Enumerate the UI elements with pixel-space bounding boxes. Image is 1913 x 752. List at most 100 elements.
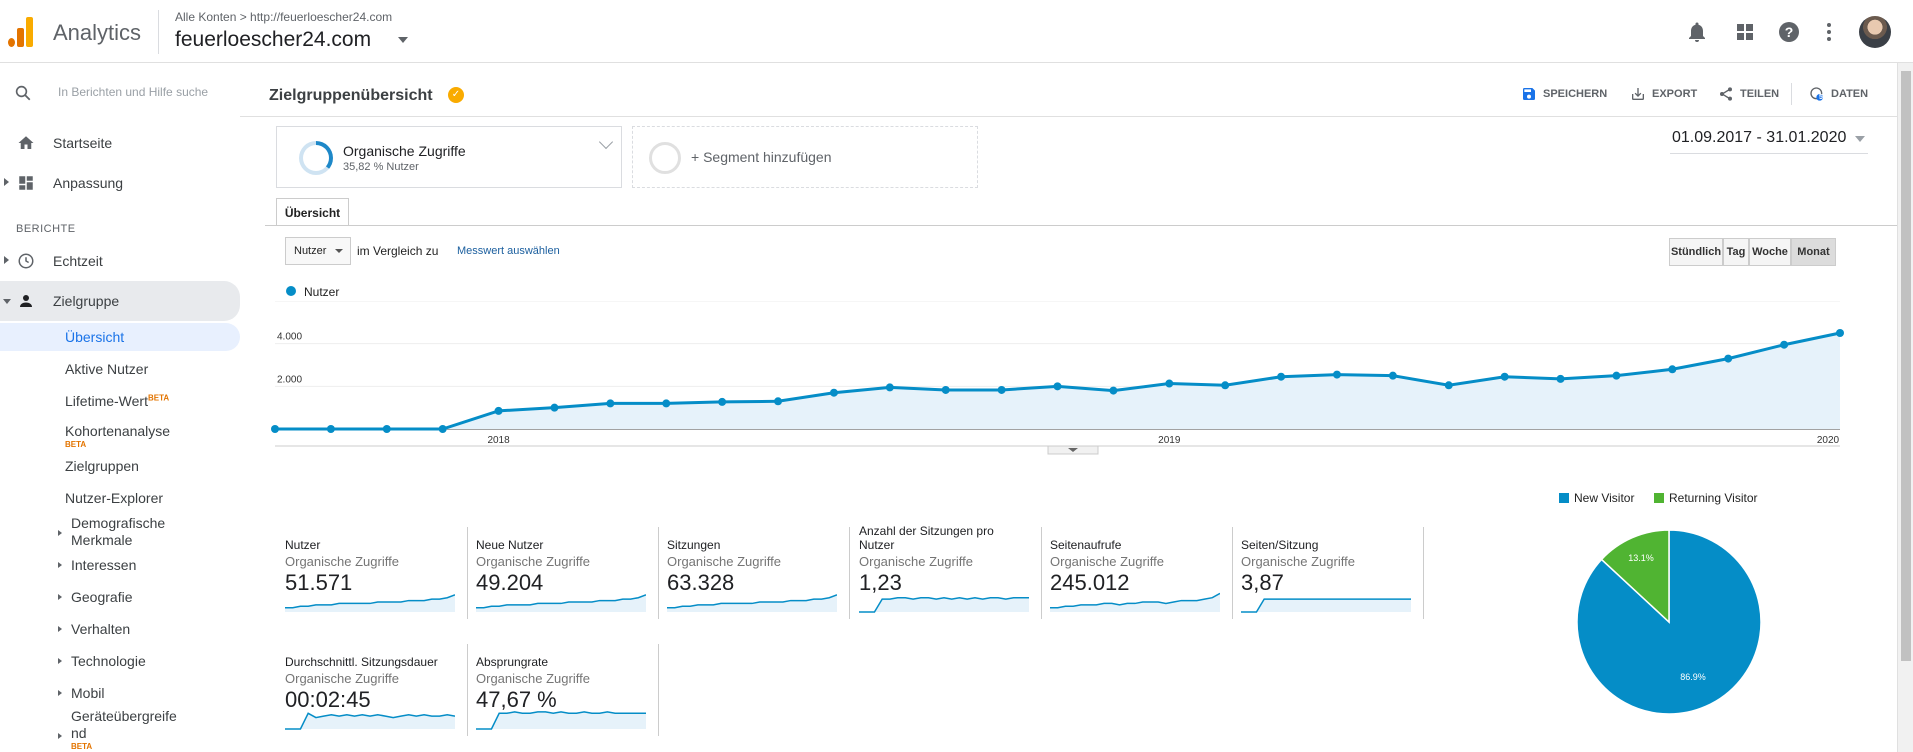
data-point[interactable] <box>271 425 279 433</box>
data-point[interactable] <box>1780 340 1789 349</box>
kpi-title: Nutzer <box>285 538 321 552</box>
data-point[interactable] <box>662 399 671 408</box>
sidebar-item-home[interactable]: Startseite <box>0 128 240 158</box>
save-button[interactable]: SPEICHERN <box>1523 88 1607 100</box>
data-point[interactable] <box>829 388 838 397</box>
granularity-day-button[interactable]: Tag <box>1723 238 1749 266</box>
kpi-title: Seitenaufrufe <box>1050 538 1122 552</box>
bell-icon[interactable] <box>1685 20 1709 44</box>
chevron-down-icon[interactable] <box>1068 448 1078 452</box>
sidebar-item-mobile[interactable]: Mobil <box>0 680 240 706</box>
sidebar-item-cohort-analysis[interactable]: Kohortenanalyse BETA <box>0 419 240 451</box>
sidebar-item-realtime[interactable]: Echtzeit <box>0 246 240 276</box>
help-icon[interactable]: ? <box>1777 20 1801 44</box>
vertical-scrollbar[interactable] <box>1897 63 1913 752</box>
data-point[interactable] <box>1332 370 1341 379</box>
kpi-sparkline <box>667 594 837 612</box>
breadcrumb[interactable]: Alle Konten > http://feuerloescher24.com <box>175 10 393 24</box>
select-metric-link[interactable]: Messwert auswählen <box>457 245 560 257</box>
data-point[interactable] <box>606 399 615 408</box>
kpi-card[interactable]: Seitenaufrufe Organische Zugriffe 245.012 <box>1050 526 1240 620</box>
analytics-logo-icon[interactable] <box>8 17 36 47</box>
expand-arrow-icon <box>58 594 62 600</box>
tab-overview[interactable]: Übersicht <box>276 198 349 226</box>
sidebar-item-label: Lifetime-WertBETA <box>65 393 170 409</box>
share-button[interactable]: TEILEN <box>1720 87 1779 101</box>
more-vert-icon[interactable] <box>1817 20 1841 44</box>
search-field[interactable]: In Berichten und Hilfe suche <box>0 77 240 107</box>
kpi-card[interactable]: Seiten/Sitzung Organische Zugriffe 3,87 <box>1241 526 1431 620</box>
avatar[interactable] <box>1859 16 1891 48</box>
kpi-card[interactable]: Anzahl der Sitzungen pro Nutzer Organisch… <box>859 524 1049 620</box>
sparkline-area <box>285 594 455 612</box>
data-point[interactable] <box>1388 371 1397 380</box>
clock-icon <box>18 253 34 269</box>
data-point[interactable] <box>1612 371 1621 380</box>
granularity-week-button[interactable]: Woche <box>1749 238 1791 266</box>
sidebar-item-geo[interactable]: Geografie <box>0 584 240 610</box>
kpi-value: 00:02:45 <box>285 687 371 712</box>
data-point[interactable] <box>494 406 503 415</box>
sidebar-item-behavior[interactable]: Verhalten <box>0 616 240 642</box>
kpi-card[interactable]: Nutzer Organische Zugriffe 51.571 <box>285 526 475 620</box>
data-point[interactable] <box>326 425 335 433</box>
sidebar-item-interests[interactable]: Interessen <box>0 552 240 578</box>
sidebar-item-demographics[interactable]: Demografische Merkmale <box>0 513 240 549</box>
pie-slice[interactable] <box>1600 529 1670 624</box>
data-point[interactable] <box>1165 379 1174 388</box>
export-button[interactable]: EXPORT <box>1632 88 1697 100</box>
data-point[interactable] <box>1556 374 1565 383</box>
sidebar-item-active-users[interactable]: Aktive Nutzer <box>0 356 240 382</box>
sidebar-item-user-explorer[interactable]: Nutzer-Explorer <box>0 485 240 511</box>
sidebar-item-cross-device[interactable]: Geräteübergreife nd BETA <box>0 706 240 752</box>
scrollbar-thumb[interactable] <box>1901 71 1911 661</box>
data-point[interactable] <box>718 397 727 406</box>
data-point[interactable] <box>1724 354 1733 363</box>
data-point[interactable] <box>1053 382 1062 391</box>
data-point[interactable] <box>941 385 950 394</box>
apps-grid-icon[interactable] <box>1733 20 1757 44</box>
legend-marker <box>286 286 296 296</box>
kpi-card[interactable]: Neue Nutzer Organische Zugriffe 49.204 <box>476 526 666 620</box>
chevron-down-icon[interactable] <box>1855 136 1865 142</box>
data-point[interactable] <box>1668 365 1677 374</box>
visitor-type-pie-chart: 86.9% 13.1% <box>1576 529 1762 715</box>
date-range-picker[interactable]: 01.09.2017 - 31.01.2020 <box>1672 129 1847 146</box>
granularity-month-button[interactable]: Monat <box>1791 238 1836 266</box>
kpi-card[interactable]: Sitzungen Organische Zugriffe 63.328 <box>667 526 857 620</box>
metric-select[interactable]: Nutzer <box>285 237 351 265</box>
data-point[interactable] <box>1109 386 1118 395</box>
data-point[interactable] <box>550 403 559 412</box>
sidebar-item-overview[interactable]: Übersicht <box>0 323 240 351</box>
kpi-segment: Organische Zugriffe <box>476 554 590 569</box>
data-point[interactable] <box>1500 372 1509 381</box>
property-selector[interactable]: feuerloescher24.com <box>175 28 372 51</box>
sidebar-item-technology[interactable]: Technologie <box>0 648 240 674</box>
kpi-card[interactable]: Absprungrate Organische Zugriffe 47,67 % <box>476 643 666 737</box>
data-point[interactable] <box>885 383 894 392</box>
kpi-sparkline <box>285 712 455 730</box>
chevron-down-icon[interactable] <box>598 134 614 150</box>
chevron-down-icon[interactable] <box>398 37 408 43</box>
data-point[interactable] <box>1221 381 1230 390</box>
granularity-hourly-button[interactable]: Stündlich <box>1669 238 1723 266</box>
sidebar-item-label: Verhalten <box>71 621 131 637</box>
data-point[interactable] <box>382 425 391 433</box>
sidebar-item-lifetime-value[interactable]: Lifetime-WertBETA <box>0 388 240 414</box>
sidebar-item-audiences[interactable]: Zielgruppen <box>0 453 240 479</box>
data-label: DATEN <box>1831 88 1869 100</box>
data-point[interactable] <box>1444 381 1453 390</box>
kpi-card[interactable]: Durchschnittl. Sitzungsdauer Organische Z… <box>285 643 475 737</box>
data-insights-button[interactable]: 5 DATEN <box>1810 87 1869 101</box>
data-point[interactable] <box>438 425 447 433</box>
data-point[interactable] <box>997 385 1006 394</box>
kpi-value: 51.571 <box>285 570 353 595</box>
sidebar-item-audience[interactable]: Zielgruppe <box>0 281 240 321</box>
kpi-value: 245.012 <box>1050 570 1130 595</box>
sidebar-item-customization[interactable]: Anpassung <box>0 168 240 198</box>
add-segment-button[interactable]: + Segment hinzufügen <box>632 126 978 188</box>
data-point[interactable] <box>1836 329 1844 337</box>
data-point[interactable] <box>774 397 783 406</box>
segment-chip[interactable]: Organische Zugriffe 35,82 % Nutzer <box>276 126 622 188</box>
data-point[interactable] <box>1277 372 1286 381</box>
